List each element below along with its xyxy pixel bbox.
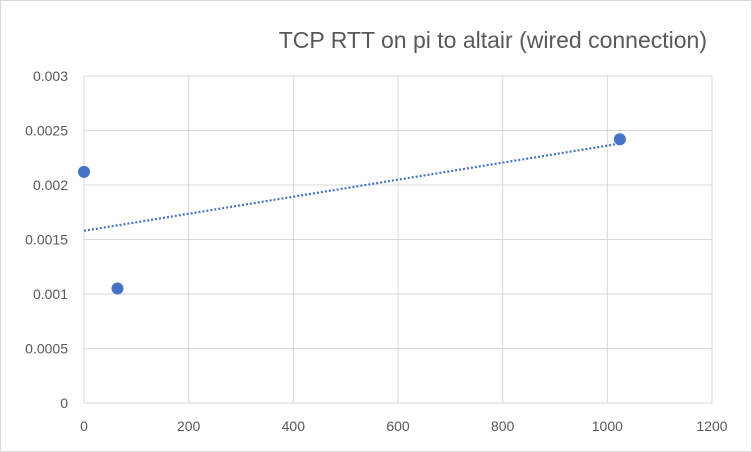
gridlines: [83, 75, 713, 404]
trendline-layer: [83, 142, 621, 232]
chart-title: TCP RTT on pi to altair (wired connectio…: [278, 27, 707, 53]
x-tick-label: 800: [491, 418, 515, 434]
x-tick-label: 1200: [696, 418, 727, 434]
tick-labels: 0 0.0005 0.001 0.0015 0.002 0.0025 0.003 0 200 40…: [25, 68, 728, 434]
data-point: [613, 133, 626, 146]
data-point: [78, 165, 90, 178]
y-tick-label: 0.0025: [25, 123, 68, 139]
data-point: [111, 282, 124, 295]
x-tick-label: 400: [282, 418, 306, 434]
x-tick-label: 200: [177, 418, 201, 434]
trendline: [83, 142, 621, 232]
x-tick-label: 600: [386, 418, 410, 434]
y-tick-label: 0.0005: [25, 341, 68, 357]
y-tick-label: 0.002: [33, 177, 68, 193]
y-tick-label: 0.0015: [25, 232, 68, 248]
data-points: [78, 133, 626, 295]
x-tick-label: 0: [80, 418, 88, 434]
y-tick-label: 0: [60, 395, 68, 411]
x-tick-label: 1000: [592, 418, 623, 434]
y-tick-label: 0.001: [33, 286, 68, 302]
y-tick-label: 0.003: [33, 68, 68, 84]
